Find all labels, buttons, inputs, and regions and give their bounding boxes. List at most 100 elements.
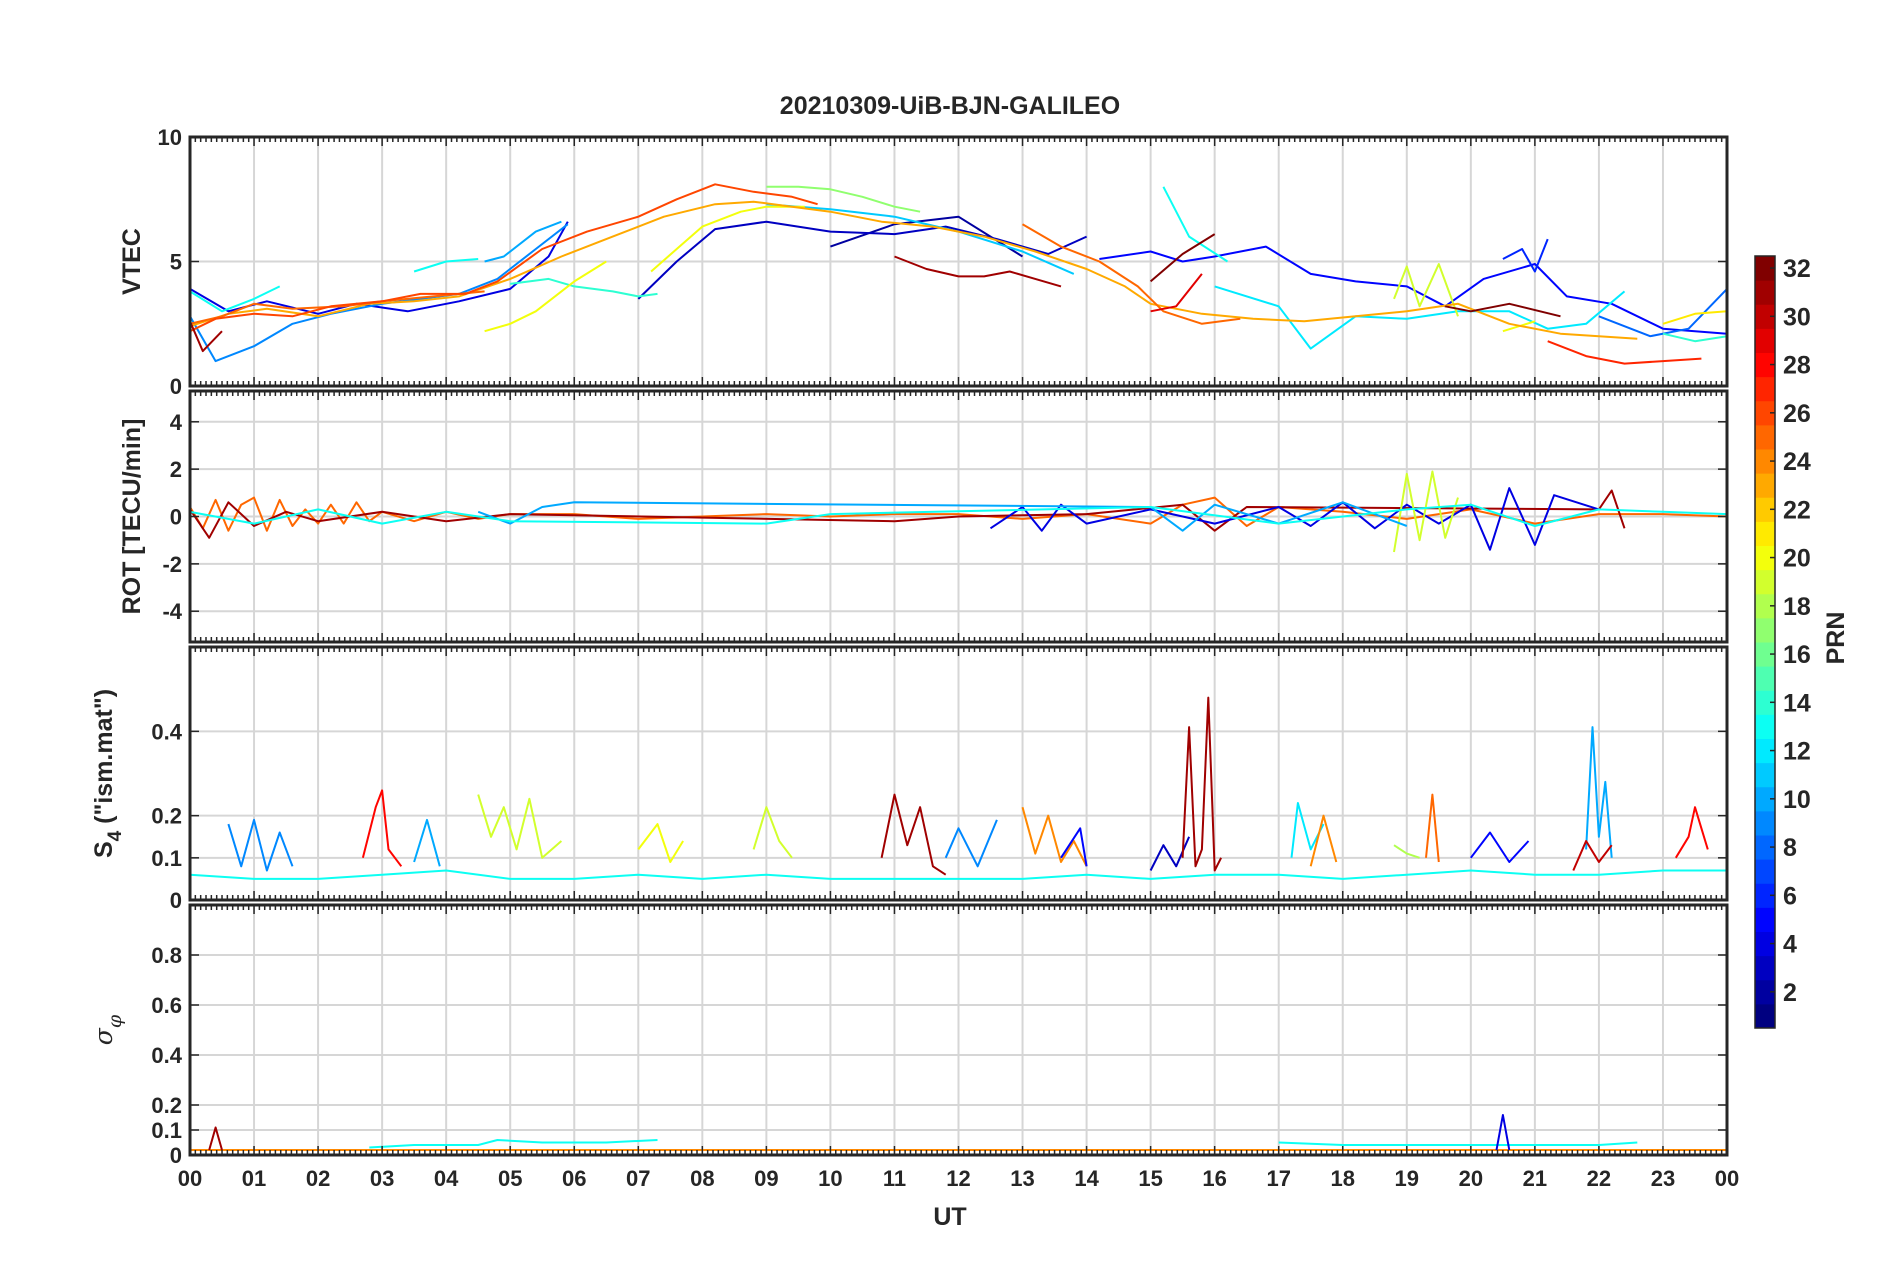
- x-tick-label: 18: [1331, 1166, 1355, 1191]
- x-tick-label: 16: [1202, 1166, 1226, 1191]
- x-tick-label: 03: [370, 1166, 394, 1191]
- colorbar-tick-label: 32: [1783, 255, 1811, 283]
- x-tick-label: 12: [946, 1166, 970, 1191]
- colorbar-swatch: [1755, 256, 1775, 281]
- series-group-vtec: [190, 183, 1727, 365]
- colorbar-swatch: [1755, 569, 1775, 595]
- y-tick-label: 0.2: [151, 1093, 182, 1118]
- colorbar-tick-label: 16: [1783, 641, 1811, 669]
- series-line-prn-31: [880, 793, 947, 876]
- series-line-prn-13: [190, 503, 1727, 527]
- y-tick-label: 0: [170, 505, 182, 530]
- y-tick-label: 4: [170, 410, 183, 435]
- colorbar-tick-label: 6: [1783, 882, 1797, 910]
- series-line-prn-32: [1445, 302, 1561, 318]
- colorbar-swatch: [1755, 738, 1775, 764]
- series-line-prn-12: [1214, 285, 1626, 350]
- colorbar-label: PRN: [1822, 612, 1850, 665]
- x-tick-label: 20: [1459, 1166, 1483, 1191]
- series-line-prn-32: [1149, 233, 1216, 283]
- y-tick-label: 10: [158, 125, 182, 150]
- series-line-prn-27: [1547, 340, 1702, 365]
- series-line-prn-4: [1495, 1114, 1511, 1151]
- colorbar-tick-label: 10: [1783, 786, 1811, 814]
- colorbar-swatch: [1755, 642, 1775, 667]
- x-tick-label: 04: [434, 1166, 459, 1191]
- colorbar-tick-label: 26: [1783, 400, 1811, 428]
- x-tick-label: 13: [1010, 1166, 1034, 1191]
- colorbar-swatch: [1755, 979, 1775, 1005]
- series-line-prn-19: [477, 794, 563, 859]
- colorbar-swatch: [1755, 352, 1775, 378]
- series-line-prn-13: [190, 285, 281, 313]
- colorbar-swatch: [1755, 955, 1775, 981]
- series-line-prn-5: [1099, 245, 1727, 335]
- series-line-prn-10: [477, 501, 1408, 532]
- series-group-s4: [190, 696, 1727, 880]
- series-line-prn-5: [1060, 827, 1088, 867]
- panel-s4: 0 0.1 0.2 0.4 S4 ("ism.mat"): [90, 645, 1729, 913]
- colorbar-swatch: [1755, 400, 1775, 426]
- series-line-prn-2: [830, 215, 1024, 258]
- x-tick-label: 14: [1074, 1166, 1099, 1191]
- series-line-prn-13: [190, 869, 1727, 880]
- colorbar-swatch: [1755, 449, 1775, 474]
- y-tick-label: 0: [170, 1143, 182, 1168]
- series-line-prn-20: [484, 260, 607, 333]
- panel-sigma_phi: 00.10.2 0.4 0.6 0.8 σφ: [89, 903, 1729, 1168]
- series-line-prn-10: [413, 818, 441, 867]
- colorbar-swatch: [1755, 907, 1775, 932]
- series-line-prn-19: [1393, 470, 1459, 553]
- colorbar-swatch: [1755, 424, 1775, 450]
- y-tick-label: -2: [162, 552, 182, 577]
- colorbar-swatch: [1755, 883, 1775, 908]
- colorbar-swatch: [1755, 473, 1775, 498]
- x-tick-label: 11: [883, 1166, 906, 1191]
- x-tick-label: 05: [498, 1166, 522, 1191]
- colorbar-swatch: [1755, 810, 1775, 836]
- y-axis-label-vtec: VTEC: [118, 228, 146, 295]
- y-tick-label: 0.1: [151, 846, 182, 871]
- y-tick-label: 0.2: [151, 804, 182, 829]
- series-line-prn-30: [1572, 840, 1613, 871]
- series-line-prn-5: [1470, 831, 1530, 863]
- colorbar-swatch: [1755, 1003, 1775, 1029]
- panel-vtec: 0 5 10 VTEC: [118, 125, 1729, 399]
- series-line-prn-9: [944, 819, 998, 868]
- series-line-prn-3: [637, 220, 1088, 300]
- colorbar-swatch: [1755, 786, 1775, 812]
- series-line-prn-25: [1425, 793, 1440, 863]
- y-tick-label: 0.4: [151, 719, 182, 744]
- colorbar-swatch: [1755, 617, 1775, 643]
- x-tick-label: 23: [1651, 1166, 1675, 1191]
- series-line-prn-13: [413, 258, 479, 273]
- colorbar-swatch: [1755, 714, 1775, 739]
- series-line-prn-28: [1674, 806, 1709, 859]
- series-line-prn-13: [1162, 186, 1229, 263]
- y-axis-label-s4: S4 ("ism.mat"): [90, 689, 126, 858]
- series-line-prn-18: [1393, 844, 1420, 859]
- series-line-prn-25: [190, 496, 1727, 532]
- x-tick-label: 02: [306, 1166, 330, 1191]
- x-tick-label: 09: [754, 1166, 778, 1191]
- x-tick-label: 07: [626, 1166, 650, 1191]
- chart-title: 20210309-UiB-BJN-GALILEO: [780, 92, 1120, 120]
- colorbar-swatch: [1755, 835, 1775, 860]
- x-tick-label: 00: [1715, 1166, 1739, 1191]
- y-tick-label: 5: [170, 250, 182, 275]
- x-tick-label: 17: [1266, 1166, 1290, 1191]
- colorbar-swatch: [1755, 521, 1775, 546]
- series-line-prn-26: [190, 183, 818, 333]
- series-line-prn-19: [752, 806, 793, 859]
- colorbar-swatch: [1755, 859, 1775, 884]
- series-line-prn-28: [361, 789, 403, 867]
- series-line-prn-29: [1150, 273, 1203, 313]
- series-line-prn-11: [766, 203, 1075, 275]
- series-line-prn-9: [227, 818, 294, 872]
- colorbar-tick-label: 20: [1783, 545, 1811, 573]
- series-line-prn-31: [208, 1126, 223, 1151]
- series-line-prn-24: [1021, 806, 1088, 867]
